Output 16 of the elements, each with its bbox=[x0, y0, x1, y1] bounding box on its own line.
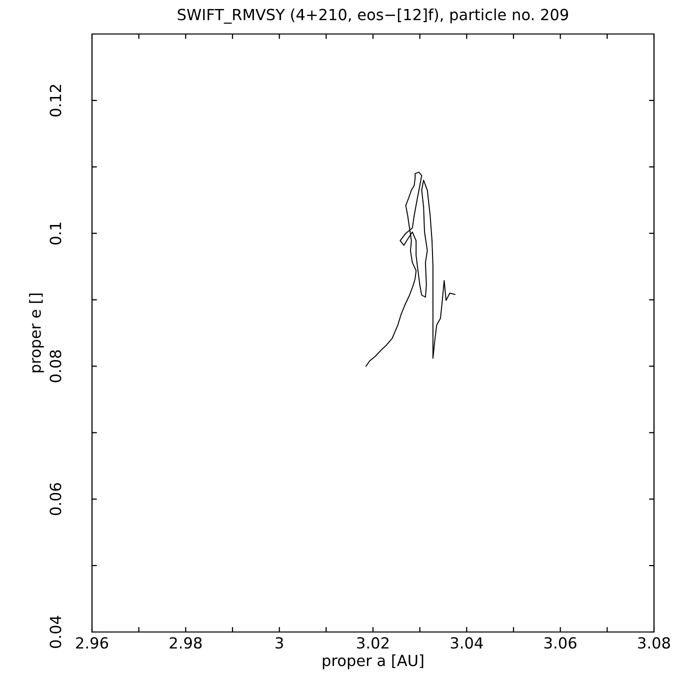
y-tick-label: 0.08 bbox=[50, 350, 62, 382]
x-axis-title: proper a [AU] bbox=[322, 654, 424, 670]
x-tick-label: 3 bbox=[276, 637, 283, 649]
y-tick-label: 0.06 bbox=[50, 483, 62, 516]
y-tick-label: 0.04 bbox=[50, 616, 62, 648]
x-tick-label: 2.98 bbox=[170, 637, 202, 649]
chart-title: SWIFT_RMVSY (4+210, eos−[12]f), particle no. 209 bbox=[178, 8, 568, 24]
x-tick-label: 3.04 bbox=[450, 637, 483, 649]
y-tick-label: 0.1 bbox=[50, 222, 62, 244]
x-tick-label: 3.08 bbox=[638, 637, 670, 649]
y-axis-title: proper e [] bbox=[29, 294, 44, 372]
x-tick-label: 3.06 bbox=[544, 637, 576, 649]
y-tick-label: 0.12 bbox=[50, 84, 62, 116]
x-tick-label: 3.02 bbox=[357, 637, 388, 649]
x-tick-label: 2.96 bbox=[76, 637, 108, 649]
line-series bbox=[365, 172, 456, 367]
